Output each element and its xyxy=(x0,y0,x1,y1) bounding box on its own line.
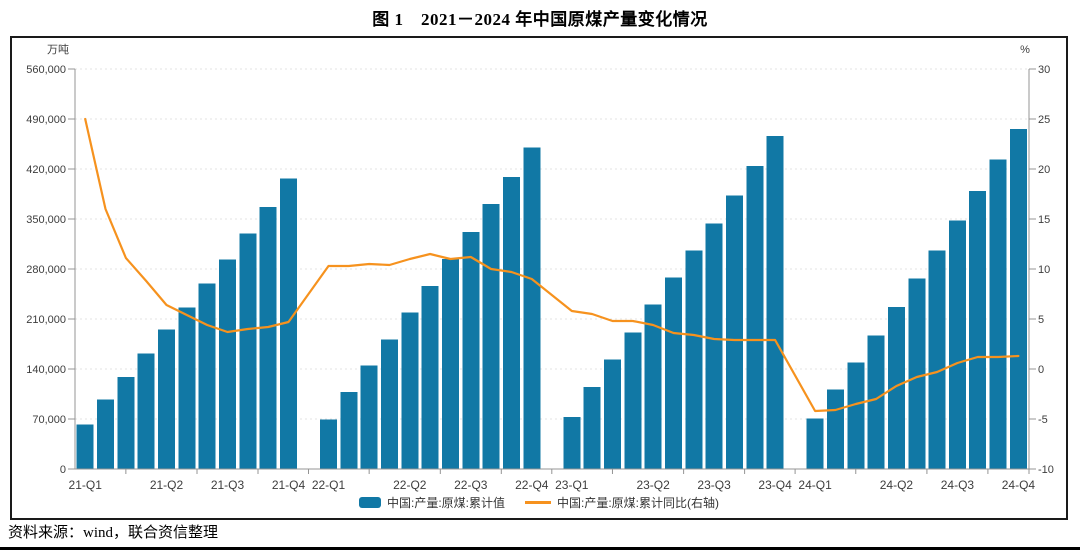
right-axis-tick-label: -10 xyxy=(1038,464,1054,476)
gridlines xyxy=(75,68,1029,420)
bar-segment xyxy=(766,136,784,469)
bar-segment xyxy=(320,419,337,469)
bar-segment xyxy=(928,250,946,469)
x-axis-tick-label: 23-Q2 xyxy=(636,478,670,492)
combo-chart-canvas: 560,000 490,000 420,000 350,000 280,000 210,0… xyxy=(26,43,1054,492)
right-axis-tick-label: 25 xyxy=(1038,114,1050,126)
x-axis-tick-label: 21-Q4 xyxy=(272,478,306,492)
x-axis-tick-label: 24-Q1 xyxy=(798,478,832,492)
legend-item-bar-series: 中国:产量:原煤:累计值 xyxy=(358,494,505,511)
right-axis-tick-label: 5 xyxy=(1038,314,1044,326)
bar-segment xyxy=(665,277,682,469)
chart-frame: 560,000 490,000 420,000 350,000 280,000 210,0… xyxy=(10,36,1068,520)
bar-segment xyxy=(340,391,358,469)
bar-segment xyxy=(280,178,297,470)
x-axis-tick-label: 21-Q3 xyxy=(211,478,245,492)
bar-segment xyxy=(97,399,114,469)
x-axis-tick-label: 22-Q1 xyxy=(312,478,346,492)
bar-segment xyxy=(219,259,236,469)
x-axis-tick-label: 23-Q3 xyxy=(697,478,731,492)
right-axis-tick-label: 15 xyxy=(1038,214,1050,226)
x-axis-tick-label: 23-Q1 xyxy=(555,478,589,492)
bar-segment xyxy=(867,335,885,469)
bar-segment xyxy=(908,278,926,469)
bar-segment xyxy=(503,176,520,469)
left-axis-tick-label: 490,000 xyxy=(26,114,66,126)
right-axis-unit-label: % xyxy=(1020,44,1030,56)
left-axis-tick-label: 0 xyxy=(60,464,66,476)
bar-segment xyxy=(887,306,905,469)
bar-segment xyxy=(685,250,703,469)
figure-title: 图 1 2021－2024 年中国原煤产量变化情况 xyxy=(372,10,708,29)
bar-segment xyxy=(462,231,480,469)
bar-segment xyxy=(482,204,500,469)
right-axis-tick-label: 20 xyxy=(1038,164,1050,176)
left-axis-tick-label: 560,000 xyxy=(26,64,66,76)
left-axis-tick-label: 350,000 xyxy=(26,214,66,226)
bar-segment xyxy=(239,233,257,469)
bar-segment xyxy=(76,424,94,469)
bar-segment xyxy=(1009,129,1027,469)
x-axis-tick-label: 24-Q4 xyxy=(1002,478,1036,492)
bar-segment xyxy=(158,329,175,469)
left-axis-tick-label: 280,000 xyxy=(26,264,66,276)
x-axis-tick-label: 21-Q1 xyxy=(69,478,103,492)
bar-segment xyxy=(624,332,642,469)
bar-series-swatch-icon xyxy=(358,497,381,508)
yoy-trend-line xyxy=(84,117,1020,413)
axes xyxy=(68,68,1036,474)
x-axis-tick-label: 22-Q2 xyxy=(393,478,427,492)
bar-segment xyxy=(725,195,743,469)
line-series-swatch-icon xyxy=(525,501,551,504)
x-axis-tick-label: 22-Q4 xyxy=(515,478,549,492)
bar-segment xyxy=(826,389,844,469)
bar-series xyxy=(76,129,1027,470)
bar-segment xyxy=(421,286,439,469)
bar-segment xyxy=(442,259,459,469)
bar-segment xyxy=(705,223,723,469)
legend-item-line-series: 中国:产量:原煤:累计同比(右轴) xyxy=(525,494,719,511)
bar-segment xyxy=(523,147,541,469)
x-axis-tick-label: 22-Q3 xyxy=(454,478,488,492)
bar-segment xyxy=(969,191,987,469)
bar-segment xyxy=(198,283,216,469)
right-axis-tick-label: 0 xyxy=(1038,364,1044,376)
bar-segment xyxy=(137,353,155,469)
bar-segment xyxy=(563,416,581,469)
right-axis-tick-label: 10 xyxy=(1038,264,1050,276)
bar-segment xyxy=(178,307,196,469)
axis-labels: 560,000 490,000 420,000 350,000 280,000 210,0… xyxy=(26,43,1054,492)
left-axis-tick-label: 420,000 xyxy=(26,164,66,176)
right-axis-tick-label: 30 xyxy=(1038,64,1050,76)
legend-label-bar-series: 中国:产量:原煤:累计值 xyxy=(386,496,505,510)
left-axis-tick-label: 140,000 xyxy=(26,364,66,376)
left-axis-unit-label: 万吨 xyxy=(47,43,69,56)
bar-segment xyxy=(583,386,601,469)
bar-segment xyxy=(948,220,966,469)
bar-segment xyxy=(259,206,277,469)
bar-segment xyxy=(644,304,662,469)
legend-label-line-series: 中国:产量:原煤:累计同比(右轴) xyxy=(557,496,719,510)
x-axis-tick-label: 24-Q3 xyxy=(941,478,975,492)
chart-legend: 中国:产量:原煤:累计值 中国:产量:原煤:累计同比(右轴) xyxy=(12,494,1066,511)
x-axis-tick-label: 24-Q2 xyxy=(880,478,914,492)
x-axis-tick-label: 23-Q4 xyxy=(758,478,792,492)
bar-segment xyxy=(604,359,621,469)
left-axis-tick-label: 210,000 xyxy=(26,314,66,326)
bar-segment xyxy=(847,362,865,469)
bar-segment xyxy=(360,365,378,469)
bar-segment xyxy=(989,159,1007,469)
x-axis-tick-label: 21-Q2 xyxy=(150,478,184,492)
bar-segment xyxy=(117,376,135,469)
bar-segment xyxy=(381,339,398,469)
bar-segment xyxy=(401,312,419,469)
source-note: 资料来源：wind，联合资信整理 xyxy=(8,525,219,541)
left-axis-tick-label: 70,000 xyxy=(32,414,66,426)
bar-segment xyxy=(746,166,764,469)
right-axis-tick-label: -5 xyxy=(1038,414,1048,426)
bar-segment xyxy=(806,418,824,469)
bottom-divider xyxy=(0,547,1080,550)
